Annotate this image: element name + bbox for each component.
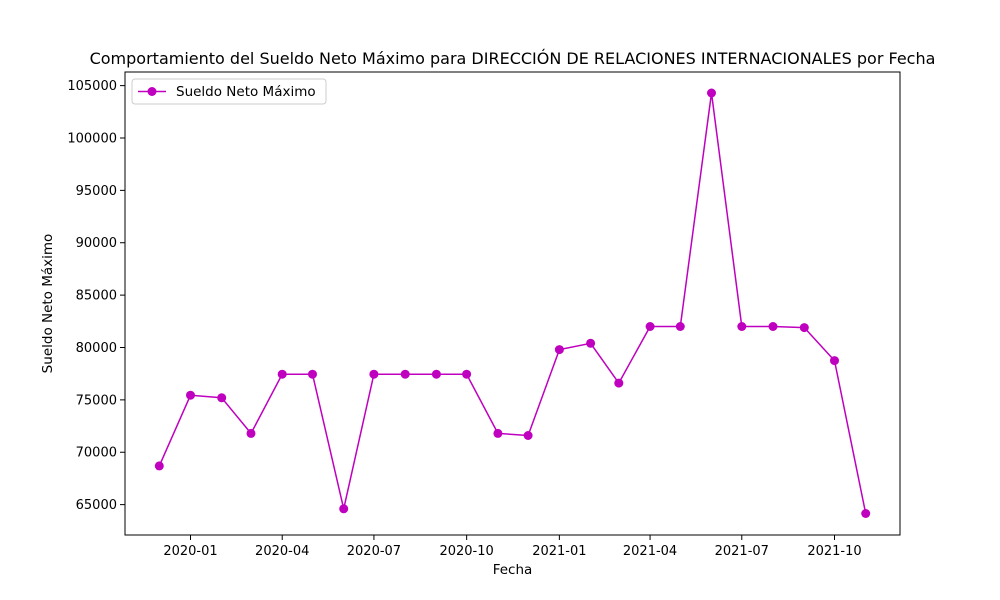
chart-title: Comportamiento del Sueldo Neto Máximo pa… xyxy=(90,49,936,68)
y-tick-label: 95000 xyxy=(76,184,117,199)
x-tick-label: 2020-01 xyxy=(163,544,217,559)
x-axis: 2020-01 2020-04 2020-07 2020-10 2021-01 2021-… xyxy=(163,535,862,559)
data-point xyxy=(830,356,839,366)
x-tick-label: 2021-01 xyxy=(532,544,586,559)
x-axis-title: Fecha xyxy=(493,562,533,578)
x-tick-label: 2021-04 xyxy=(623,544,677,559)
plot-area xyxy=(125,72,900,535)
legend-marker-swatch xyxy=(147,87,157,96)
data-point xyxy=(768,322,778,331)
data-point xyxy=(462,369,472,379)
data-point xyxy=(554,345,564,355)
y-tick-label: 65000 xyxy=(76,498,117,513)
y-tick-label: 80000 xyxy=(76,341,117,356)
data-point xyxy=(493,428,503,438)
x-tick-label: 2021-07 xyxy=(715,544,769,559)
legend-box xyxy=(131,78,327,105)
x-tick-label: 2020-04 xyxy=(255,544,309,559)
data-point xyxy=(308,369,317,379)
y-axis: 65000 70000 75000 80000 85000 90000 95000 10000… xyxy=(67,79,125,513)
data-point xyxy=(614,378,624,388)
y-tick-label: 105000 xyxy=(67,79,117,94)
data-point xyxy=(523,431,533,440)
series-line xyxy=(158,92,867,514)
series-layer xyxy=(154,88,871,518)
data-point xyxy=(400,369,410,379)
x-tick-label: 2020-10 xyxy=(439,544,493,559)
data-point xyxy=(861,509,871,518)
plot-frame xyxy=(124,71,901,536)
y-tick-label: 70000 xyxy=(76,446,117,461)
x-tick-label: 2021-10 xyxy=(807,544,861,559)
data-point xyxy=(707,88,716,98)
data-point xyxy=(431,369,441,379)
data-point xyxy=(645,322,655,331)
y-tick-label: 85000 xyxy=(76,289,117,304)
data-point xyxy=(217,393,227,403)
data-point xyxy=(186,390,195,400)
data-point xyxy=(246,428,256,438)
data-point xyxy=(154,461,164,471)
y-tick-label: 100000 xyxy=(67,131,117,146)
legend: Sueldo Neto Máximo xyxy=(131,78,327,105)
y-axis-title: Sueldo Neto Máximo xyxy=(40,234,56,374)
y-tick-label: 90000 xyxy=(76,236,117,251)
data-point xyxy=(339,504,349,514)
data-point xyxy=(369,369,379,379)
x-tick-label: 2020-07 xyxy=(347,544,401,559)
legend-label: Sueldo Neto Máximo xyxy=(176,84,316,100)
y-tick-label: 75000 xyxy=(76,393,117,408)
data-point xyxy=(675,322,685,331)
data-point xyxy=(586,338,596,348)
data-point xyxy=(277,369,287,379)
data-point xyxy=(737,322,747,331)
data-point xyxy=(799,323,809,333)
